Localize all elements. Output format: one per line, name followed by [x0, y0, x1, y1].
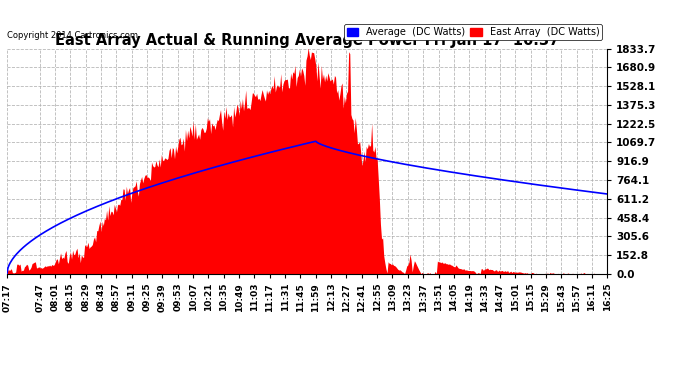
Title: East Array Actual & Running Average Power Fri Jan 17  16:37: East Array Actual & Running Average Powe…: [55, 33, 559, 48]
Text: Copyright 2014 Cartronics.com: Copyright 2014 Cartronics.com: [7, 31, 138, 40]
Legend: Average  (DC Watts), East Array  (DC Watts): Average (DC Watts), East Array (DC Watts…: [344, 24, 602, 40]
